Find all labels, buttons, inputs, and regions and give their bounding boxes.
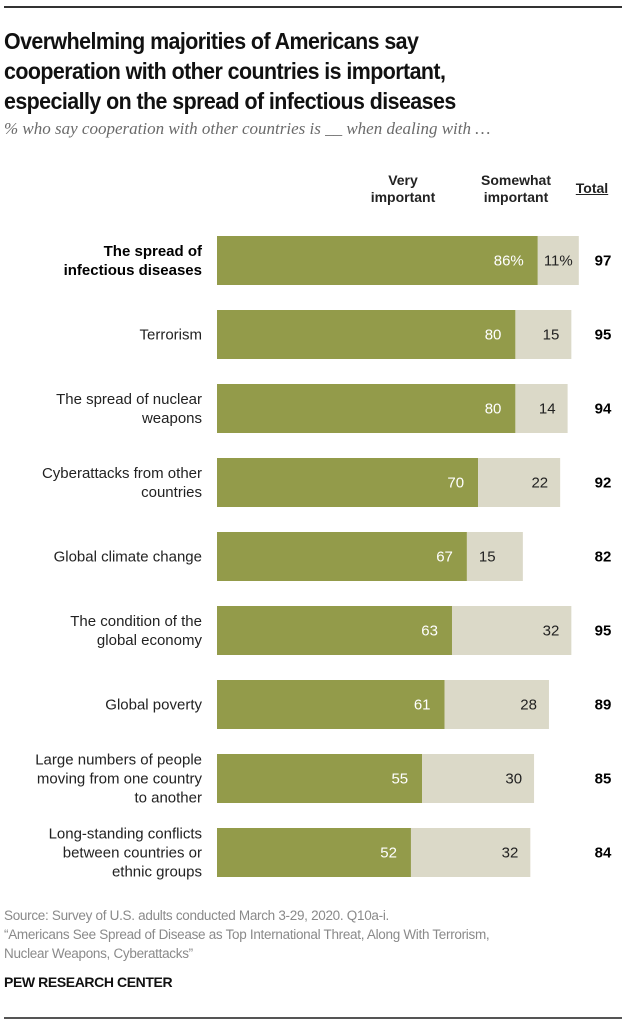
category-label-line: countries (141, 484, 202, 501)
value-label-very-important: 70 (447, 475, 464, 492)
bar-very-important (217, 458, 479, 507)
column-header-line: Somewhat (480, 172, 551, 188)
value-label-somewhat-important: 32 (502, 845, 519, 862)
category-label: Cyberattacks from other countries (42, 465, 202, 501)
value-label-somewhat-important: 22 (531, 475, 548, 492)
value-label-somewhat-important: 14 (539, 401, 556, 418)
category-label-line: The spread of (104, 243, 203, 260)
category-label: Large numbers of people moving from one c… (35, 752, 202, 807)
value-label-total: 82 (595, 549, 612, 566)
value-label-total: 92 (595, 475, 612, 492)
bar-somewhat-important (422, 754, 535, 803)
category-label-line: ethnic groups (112, 864, 202, 881)
category-label-line: Cyberattacks from other (42, 465, 202, 482)
category-label-line: to another (134, 790, 202, 807)
value-label-total: 94 (595, 401, 612, 418)
brand-logo-text: PEW RESEARCH CENTER (4, 974, 173, 990)
title-line: Overwhelming majorities of Americans say (4, 28, 419, 54)
bar-somewhat-important (451, 606, 572, 655)
category-label: Long-standing conflicts between countries… (49, 826, 202, 881)
value-label-somewhat-important: 32 (543, 623, 560, 640)
column-header-line: Very (388, 172, 418, 188)
category-label: Terrorism (140, 327, 203, 344)
value-label-very-important: 55 (391, 771, 408, 788)
source-line: Source: Survey of U.S. adults conducted … (4, 908, 389, 923)
category-label-line: between countries or (63, 845, 202, 862)
bar-very-important (217, 236, 538, 285)
bar-very-important (217, 606, 452, 655)
category-label-line: weapons (141, 410, 202, 427)
chart-subtitle: % who say cooperation with other countri… (4, 119, 491, 138)
source-note: Source: Survey of U.S. adults conducted … (4, 906, 619, 963)
column-header-total: Total (575, 180, 609, 196)
column-header-line: important (370, 189, 436, 205)
bar-somewhat-important (410, 828, 531, 877)
bar-somewhat-important (444, 680, 549, 729)
value-label-somewhat-important: 28 (520, 697, 537, 714)
source-line: “Americans See Spread of Disease as Top … (4, 927, 490, 942)
category-label-line: Global climate change (54, 549, 202, 566)
category-label: Global poverty (105, 697, 202, 714)
value-label-total: 84 (595, 845, 612, 862)
category-label-line: The condition of the (70, 613, 202, 630)
bar-somewhat-important (478, 458, 561, 507)
bar-very-important (217, 310, 516, 359)
value-label-total: 95 (595, 623, 612, 640)
value-label-total: 95 (595, 327, 612, 344)
column-header-somewhat-important: Somewhat important (466, 172, 566, 206)
value-label-very-important: 52 (380, 845, 397, 862)
top-rule (4, 6, 622, 8)
chart-title: Overwhelming majorities of Americans say… (4, 26, 571, 116)
category-label-line: Long-standing conflicts (49, 826, 202, 843)
category-label-line: infectious diseases (64, 262, 202, 279)
value-label-very-important: 67 (436, 549, 453, 566)
bar-somewhat-important (537, 236, 579, 285)
value-label-somewhat-important: 15 (543, 327, 560, 344)
bar-somewhat-important (515, 310, 572, 359)
bottom-rule (4, 1017, 622, 1019)
category-label: The spread of nuclear weapons (56, 391, 202, 427)
category-label: The condition of the global economy (70, 613, 202, 649)
value-label-somewhat-important: 15 (479, 549, 496, 566)
category-label: The spread of infectious diseases (64, 243, 203, 279)
category-label-line: Large numbers of people (35, 752, 202, 769)
category-label-line: Terrorism (140, 327, 203, 344)
value-label-somewhat-important: 30 (505, 771, 522, 788)
value-label-very-important: 63 (421, 623, 438, 640)
column-header-very-important: Very important (358, 172, 448, 206)
title-line: especially on the spread of infectious d… (4, 88, 456, 114)
category-label-line: moving from one country (37, 771, 203, 788)
source-line: Nuclear Weapons, Cyberattacks” (4, 946, 193, 961)
bar-somewhat-important (466, 532, 523, 581)
category-label-line: The spread of nuclear (56, 391, 202, 408)
category-label-line: Global poverty (105, 697, 202, 714)
bar-very-important (217, 754, 423, 803)
bar-very-important (217, 828, 411, 877)
category-label-line: global economy (97, 632, 203, 649)
value-label-very-important: 86% (494, 253, 524, 270)
value-label-total: 89 (595, 697, 612, 714)
value-label-very-important: 80 (485, 401, 502, 418)
value-label-total: 97 (595, 253, 612, 270)
value-label-very-important: 61 (414, 697, 431, 714)
column-header-line: important (483, 189, 549, 205)
bar-somewhat-important (515, 384, 568, 433)
bar-very-important (217, 680, 445, 729)
bar-very-important (217, 532, 467, 581)
value-label-very-important: 80 (485, 327, 502, 344)
value-label-somewhat-important: 11% (544, 253, 573, 270)
title-line: cooperation with other countries is impo… (4, 58, 446, 84)
category-label: Global climate change (54, 549, 202, 566)
bar-very-important (217, 384, 516, 433)
value-label-total: 85 (595, 771, 612, 788)
